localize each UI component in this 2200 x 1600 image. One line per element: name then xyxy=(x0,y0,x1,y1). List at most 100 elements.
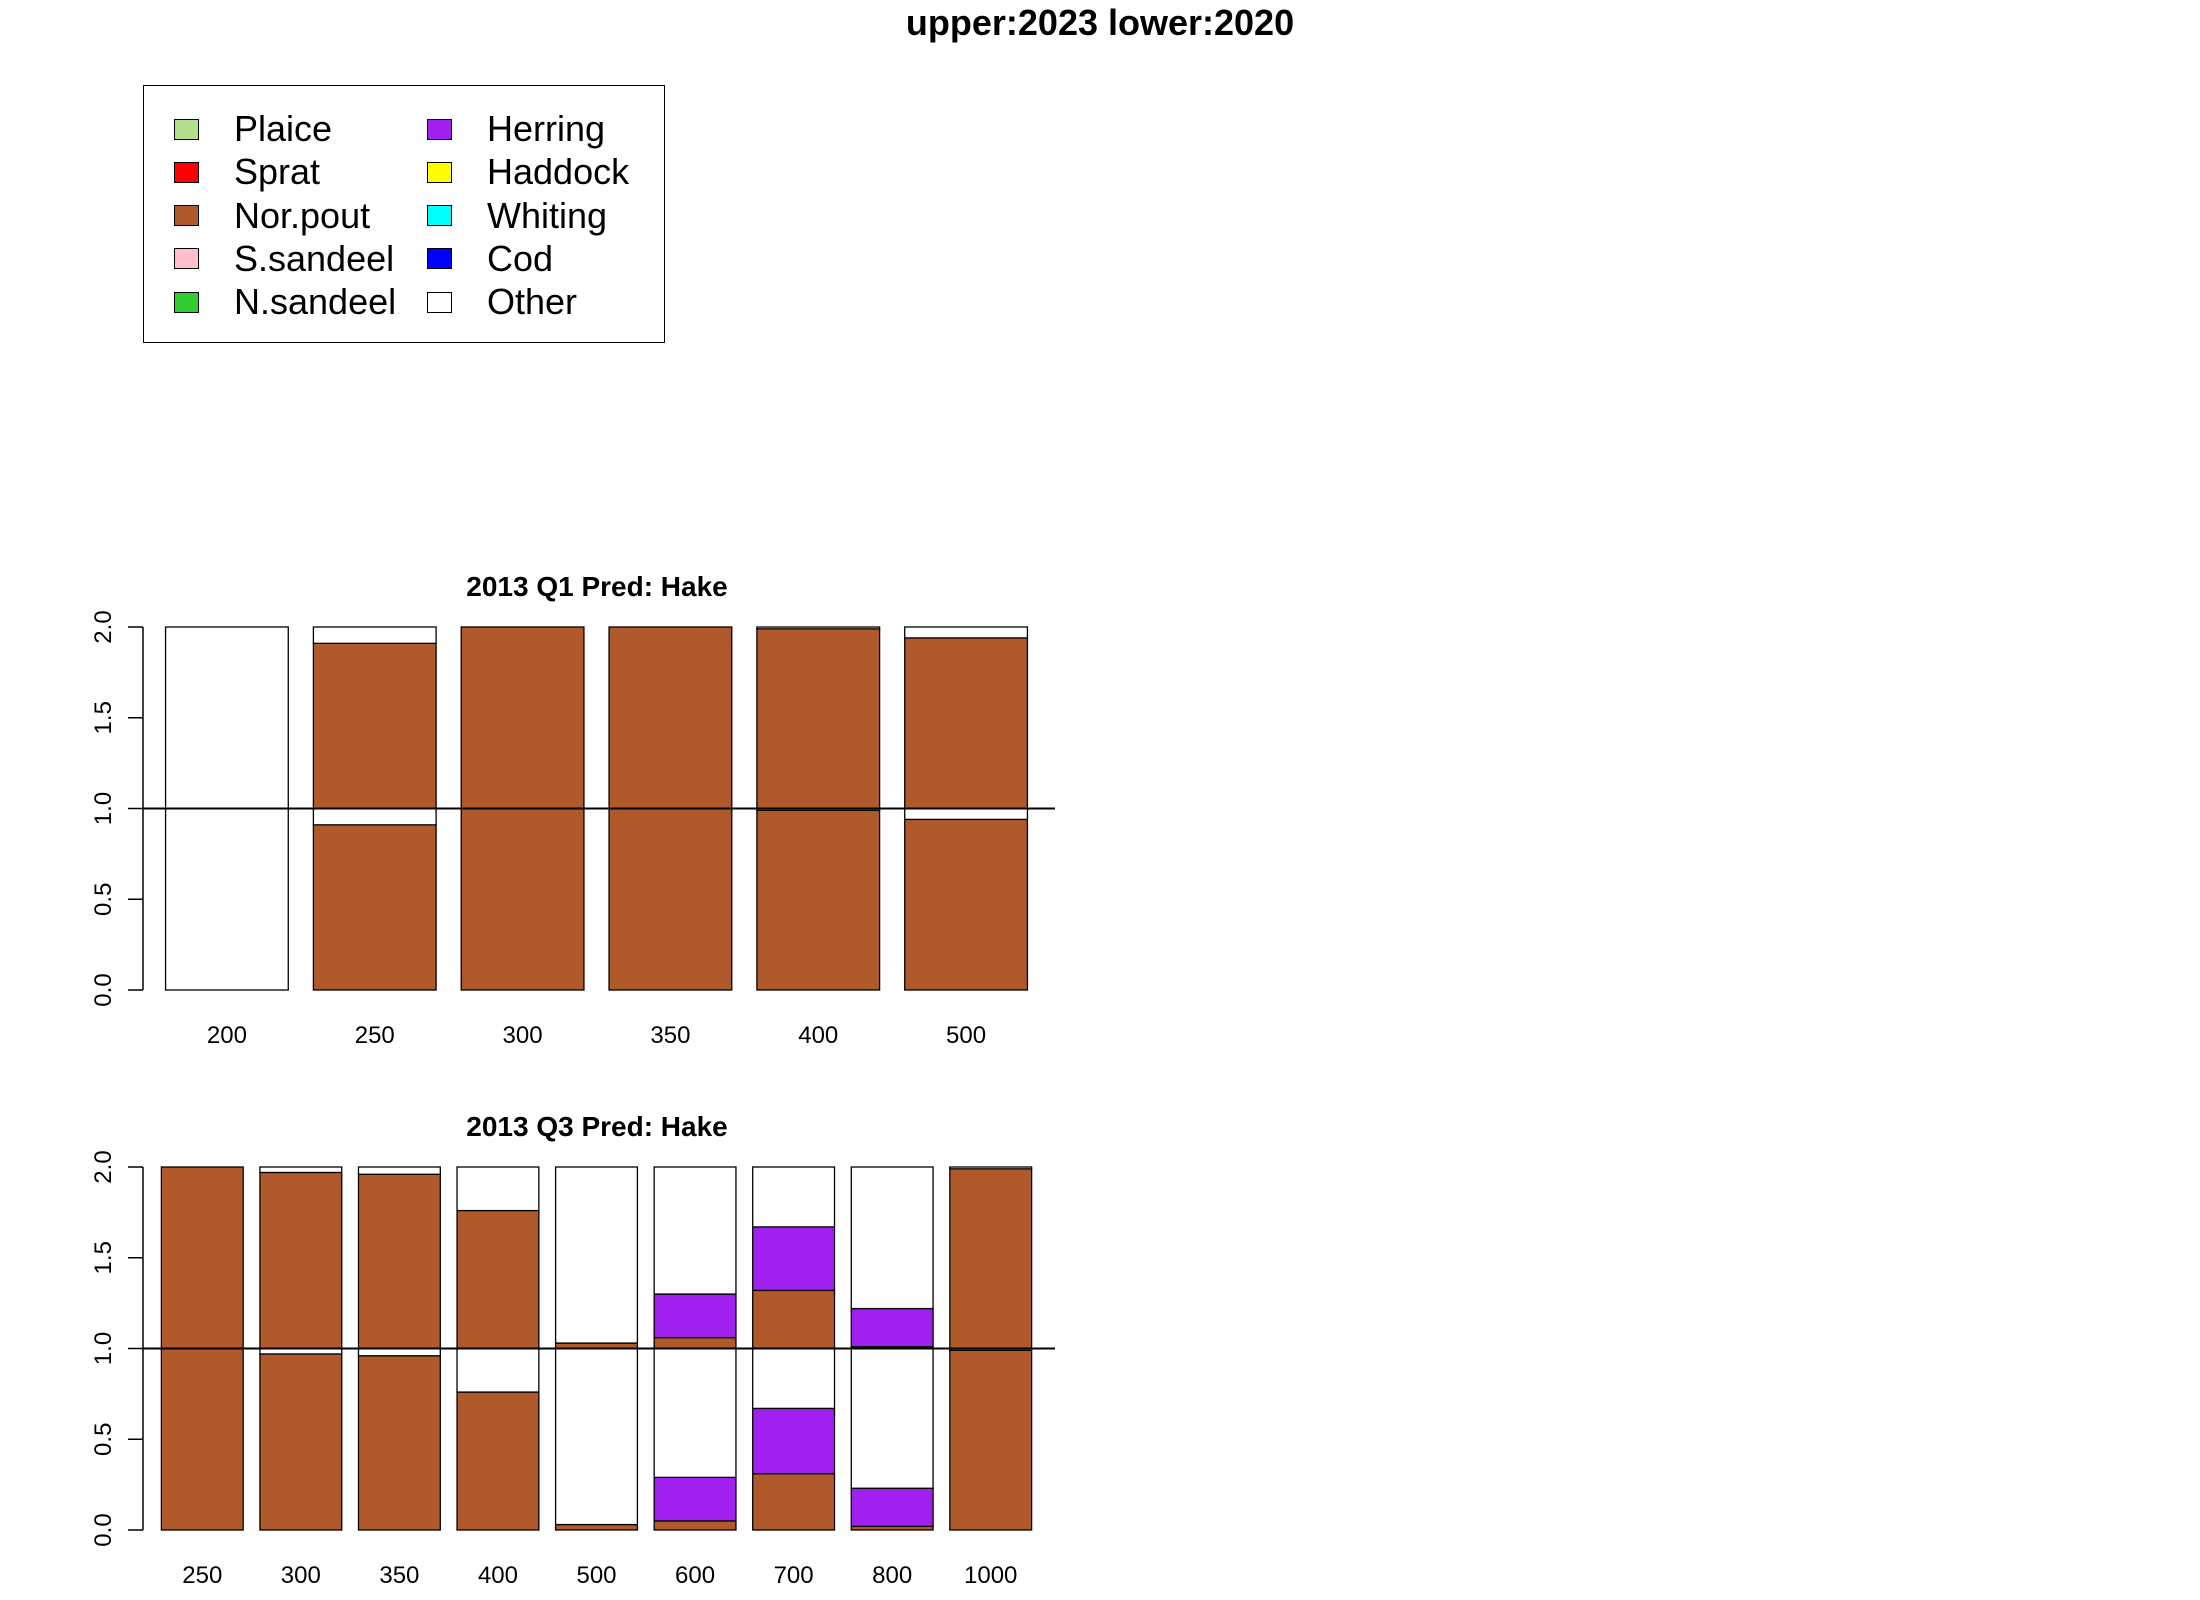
bar-segment-upper xyxy=(904,637,1029,810)
x-tick-label: 1000 xyxy=(964,1562,1017,1589)
bar-segment-lower xyxy=(456,1347,540,1393)
chart-panel-q1: 2013 Q1 Pred: Hake 0.0 0.5 1.0 1.5 2.0 200 250 3… xyxy=(90,571,1055,1049)
bar-segment-upper xyxy=(653,1336,737,1350)
bar-segment-lower xyxy=(357,1347,441,1357)
bar-segment-upper xyxy=(554,1166,639,1344)
x-tick-label: 300 xyxy=(281,1562,321,1589)
bar-segment-upper xyxy=(752,1289,836,1350)
x-tick-label: 350 xyxy=(650,1022,690,1049)
legend-label: Herring xyxy=(487,108,606,149)
bar-segment-upper xyxy=(456,1166,540,1212)
bar-segment-upper xyxy=(259,1171,343,1350)
bar-segment-lower xyxy=(312,807,437,826)
legend-label: Cod xyxy=(487,237,554,279)
legend: Plaice Sprat Nor.pout S.sandeel N.sandeel Her… xyxy=(143,85,665,343)
bar-segment-upper xyxy=(259,1166,343,1174)
bar-segment-upper xyxy=(160,1166,244,1350)
legend-swatch xyxy=(427,161,452,183)
y-tick-label: 2.0 xyxy=(90,610,117,643)
bar-segment-lower xyxy=(160,1347,244,1531)
bar-segment-upper xyxy=(850,1166,934,1310)
legend-item-n-sandeel: N.sandeel xyxy=(174,281,396,322)
main-title: upper:2023 lower:2020 xyxy=(905,2,1295,43)
bar-segment-lower xyxy=(460,807,585,991)
y-tick-label: 1.0 xyxy=(90,792,117,825)
bar-segment-lower xyxy=(752,1347,836,1410)
bar-segment-lower xyxy=(357,1355,441,1531)
x-tick-label: 300 xyxy=(503,1022,543,1049)
bar-segment-lower xyxy=(850,1487,934,1528)
bar-segment-upper xyxy=(312,642,437,810)
y-tick-label: 0.0 xyxy=(90,973,117,1006)
panel-title: 2013 Q3 Pred: Hake xyxy=(466,1111,728,1142)
legend-label: Plaice xyxy=(234,108,333,149)
bar-segment-upper xyxy=(653,1166,737,1295)
bar-segment-upper xyxy=(949,1168,1033,1350)
bar-segment-upper xyxy=(653,1293,737,1339)
legend-swatch xyxy=(174,205,199,227)
legend-label: Nor.pout xyxy=(234,194,371,236)
legend-swatch xyxy=(427,248,452,270)
bar-segment-upper xyxy=(850,1307,934,1348)
legend-swatch xyxy=(174,118,199,140)
legend-label: Haddock xyxy=(487,151,630,193)
bar-segment-upper xyxy=(949,1166,1033,1170)
bar-segment-upper xyxy=(460,626,585,810)
y-tick-label: 2.0 xyxy=(90,1150,117,1183)
legend-swatch xyxy=(427,118,452,140)
bar-segment-lower xyxy=(312,824,437,991)
legend-item-nor-pout: Nor.pout xyxy=(174,194,371,236)
x-tick-label: 800 xyxy=(872,1562,912,1589)
legend-label: S.sandeel xyxy=(234,237,395,279)
legend-swatch xyxy=(174,291,199,313)
legend-item-plaice: Plaice xyxy=(174,108,333,149)
bar-segment-upper xyxy=(357,1166,441,1175)
legend-label: Whiting xyxy=(487,194,608,236)
bar-segment-upper xyxy=(904,626,1029,639)
x-tick-label: 250 xyxy=(355,1022,395,1049)
bar-segment-lower xyxy=(904,807,1029,821)
y-tick-label: 0.5 xyxy=(90,1423,117,1456)
bar-segment-upper xyxy=(756,626,881,630)
x-tick-label: 350 xyxy=(379,1562,419,1589)
y-tick-label: 0.0 xyxy=(90,1513,117,1546)
bar-segment-upper xyxy=(164,626,289,810)
panel-title: 2013 Q1 Pred: Hake xyxy=(466,571,728,602)
x-tick-label: 500 xyxy=(946,1022,986,1049)
bar-segment-upper xyxy=(357,1173,441,1350)
x-tick-label: 400 xyxy=(798,1022,838,1049)
bar-segment-lower xyxy=(949,1349,1033,1531)
y-tick-label: 1.5 xyxy=(90,701,117,734)
bar-segment-lower xyxy=(904,818,1029,991)
bar-segment-lower xyxy=(653,1347,737,1479)
bar-segment-lower xyxy=(756,809,881,991)
legend-label: Other xyxy=(487,281,578,323)
legend-swatch xyxy=(427,205,452,227)
legend-item-whiting: Whiting xyxy=(427,194,608,236)
bar-segment-lower xyxy=(850,1347,934,1489)
bar-segment-lower xyxy=(653,1520,737,1531)
bar-segment-lower xyxy=(456,1391,540,1531)
legend-item-other: Other xyxy=(427,281,578,323)
x-tick-label: 200 xyxy=(207,1022,247,1049)
bar-segment-upper xyxy=(752,1226,836,1292)
bar-segment-upper xyxy=(756,628,881,810)
legend-label: Sprat xyxy=(234,151,321,193)
bar-segment-upper xyxy=(312,626,437,644)
bar-segment-lower xyxy=(752,1473,836,1531)
x-tick-label: 600 xyxy=(675,1562,715,1589)
legend-swatch xyxy=(174,248,199,270)
y-tick-label: 0.5 xyxy=(90,883,117,916)
chart-panel-q3: 2013 Q3 Pred: Hake 0.0 0.5 1.0 1.5 2.0 250 300 3… xyxy=(90,1111,1055,1589)
bar-segment-upper xyxy=(608,626,733,810)
x-tick-label: 250 xyxy=(182,1562,222,1589)
bar-segment-lower xyxy=(554,1523,639,1531)
legend-item-haddock: Haddock xyxy=(427,151,630,193)
legend-item-cod: Cod xyxy=(427,237,554,279)
x-tick-label: 700 xyxy=(774,1562,814,1589)
legend-item-herring: Herring xyxy=(427,108,606,149)
y-tick-label: 1.0 xyxy=(90,1332,117,1365)
legend-item-s-sandeel: S.sandeel xyxy=(174,237,395,279)
bar-segment-lower xyxy=(653,1476,737,1522)
legend-item-sprat: Sprat xyxy=(174,151,321,193)
